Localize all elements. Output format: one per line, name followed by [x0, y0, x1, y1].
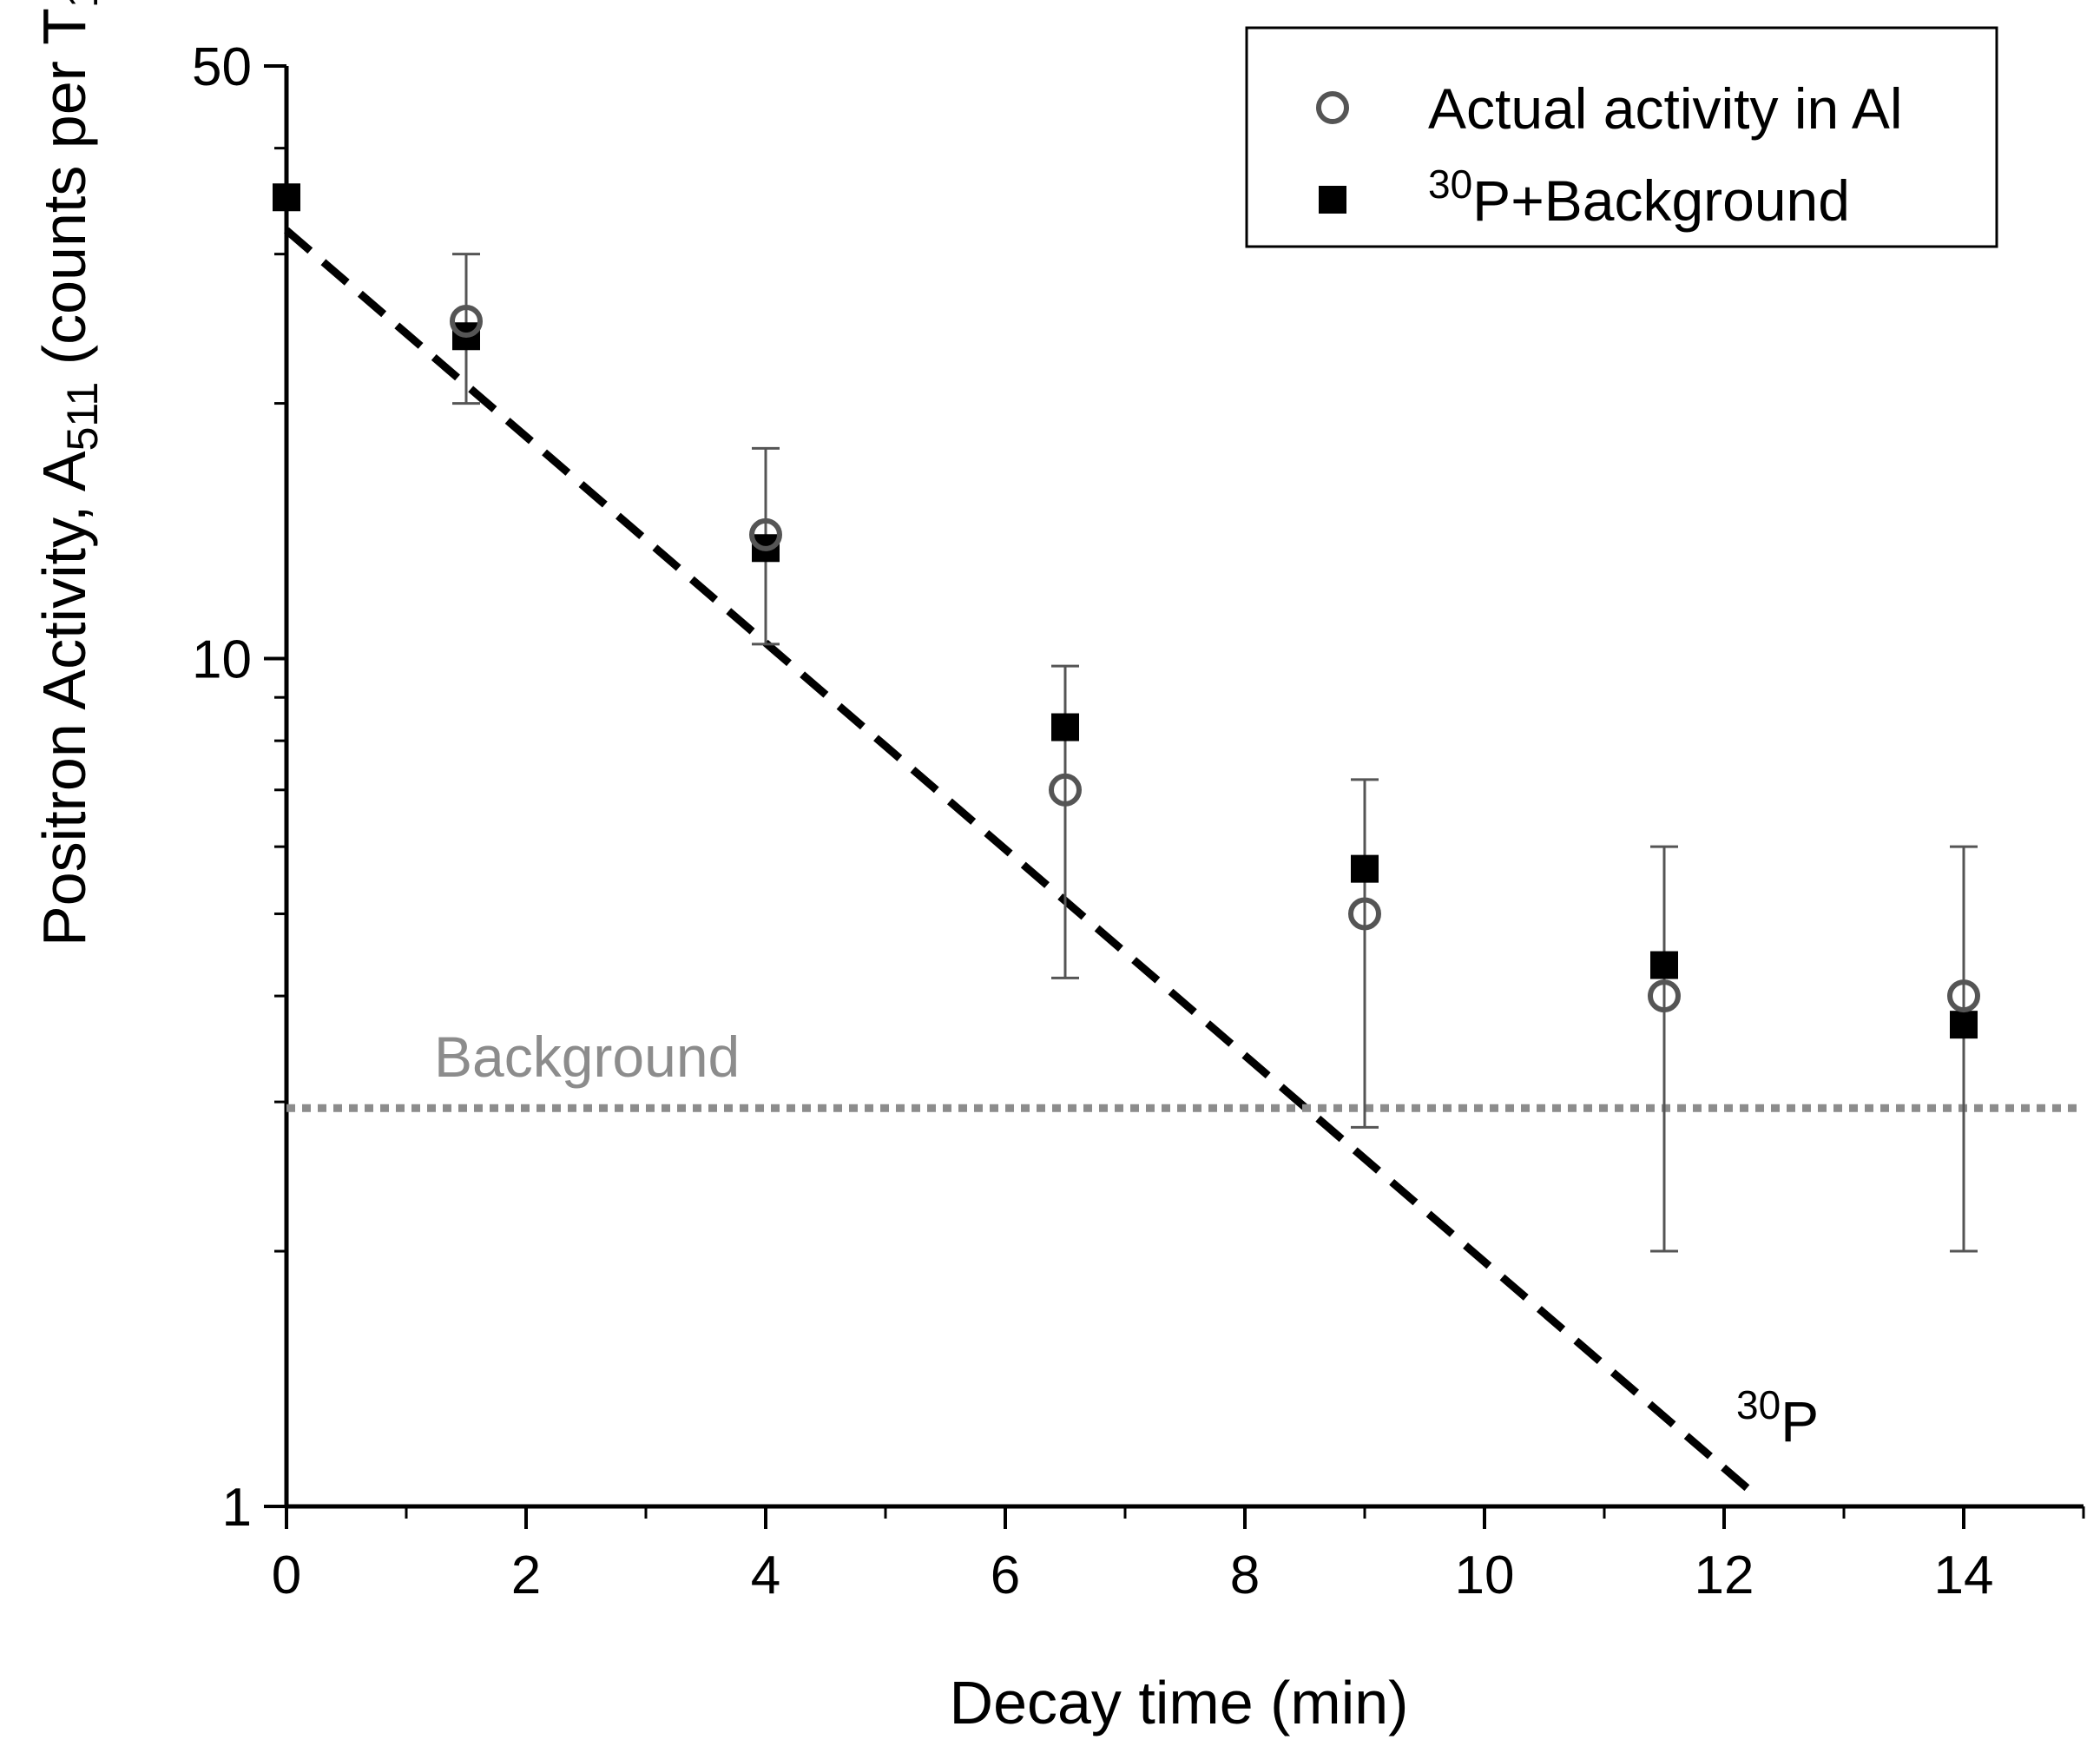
x-tick-label: 6: [991, 1545, 1020, 1605]
x-tick-label: 12: [1695, 1545, 1754, 1605]
reference-lines: [284, 227, 2084, 1503]
legend-marker-actual-activity: [1316, 91, 1349, 124]
actual-activity-point: [450, 304, 483, 338]
p30-annotation-text: P: [1781, 1389, 1819, 1453]
p30-background-point: [273, 183, 300, 212]
x-tick-label: 14: [1934, 1545, 1994, 1605]
legend-label-actual-activity: Actual activity in Al: [1428, 76, 1903, 141]
background-annotation: Background: [434, 1025, 740, 1089]
y-axis-title-units-sub: 1/2: [58, 0, 107, 8]
legend: Actual activity in Al 30P+Background: [1245, 26, 1998, 248]
actual-activity-point: [1049, 773, 1082, 807]
actual-activity-point: [749, 517, 782, 551]
p30-annotation-sup: 30: [1736, 1382, 1781, 1427]
x-tick-label: 0: [272, 1545, 301, 1605]
y-tick-label: 10: [192, 630, 252, 690]
p30-annotation: 30P: [1736, 1382, 1819, 1453]
x-axis-title: Decay time (min): [950, 1669, 1409, 1737]
p30-fit-line: [284, 227, 1763, 1503]
p30-background-point: [1650, 951, 1678, 979]
x-tick-label: 4: [751, 1545, 780, 1605]
legend-marker-p30-background: [1319, 186, 1346, 214]
actual-activity-point: [1648, 979, 1681, 1013]
y-tick-label: 50: [192, 37, 252, 97]
x-tick-label: 8: [1230, 1545, 1260, 1605]
legend-label-p30-background: 30P+Background: [1428, 161, 1850, 233]
legend-label-p30-sup: 30: [1428, 161, 1472, 207]
y-axis-title-units: (counts per T: [30, 8, 98, 382]
x-tick-label: 10: [1455, 1545, 1515, 1605]
p30-background-point: [1950, 1011, 1978, 1039]
p30-background-point: [1351, 854, 1379, 883]
y-tick-label: 1: [222, 1478, 252, 1538]
legend-label-p30-text: P+Background: [1472, 168, 1850, 233]
actual-activity-point: [1348, 897, 1381, 931]
y-axis-title-sub: 511: [58, 382, 107, 451]
legend-box: [1245, 26, 1998, 248]
axes: 0 2 4 6 8 10 12 14 1 10 50: [192, 37, 2085, 1605]
y-axis-title-main: Positron Activity, A: [30, 451, 98, 946]
p30-background-point: [1051, 713, 1079, 741]
y-axis-title: Positron Activity, A511 (counts per T1/2…: [30, 0, 107, 946]
actual-activity-point: [1947, 979, 1980, 1013]
data-points: [273, 183, 1980, 1253]
x-tick-label: 2: [511, 1545, 541, 1605]
